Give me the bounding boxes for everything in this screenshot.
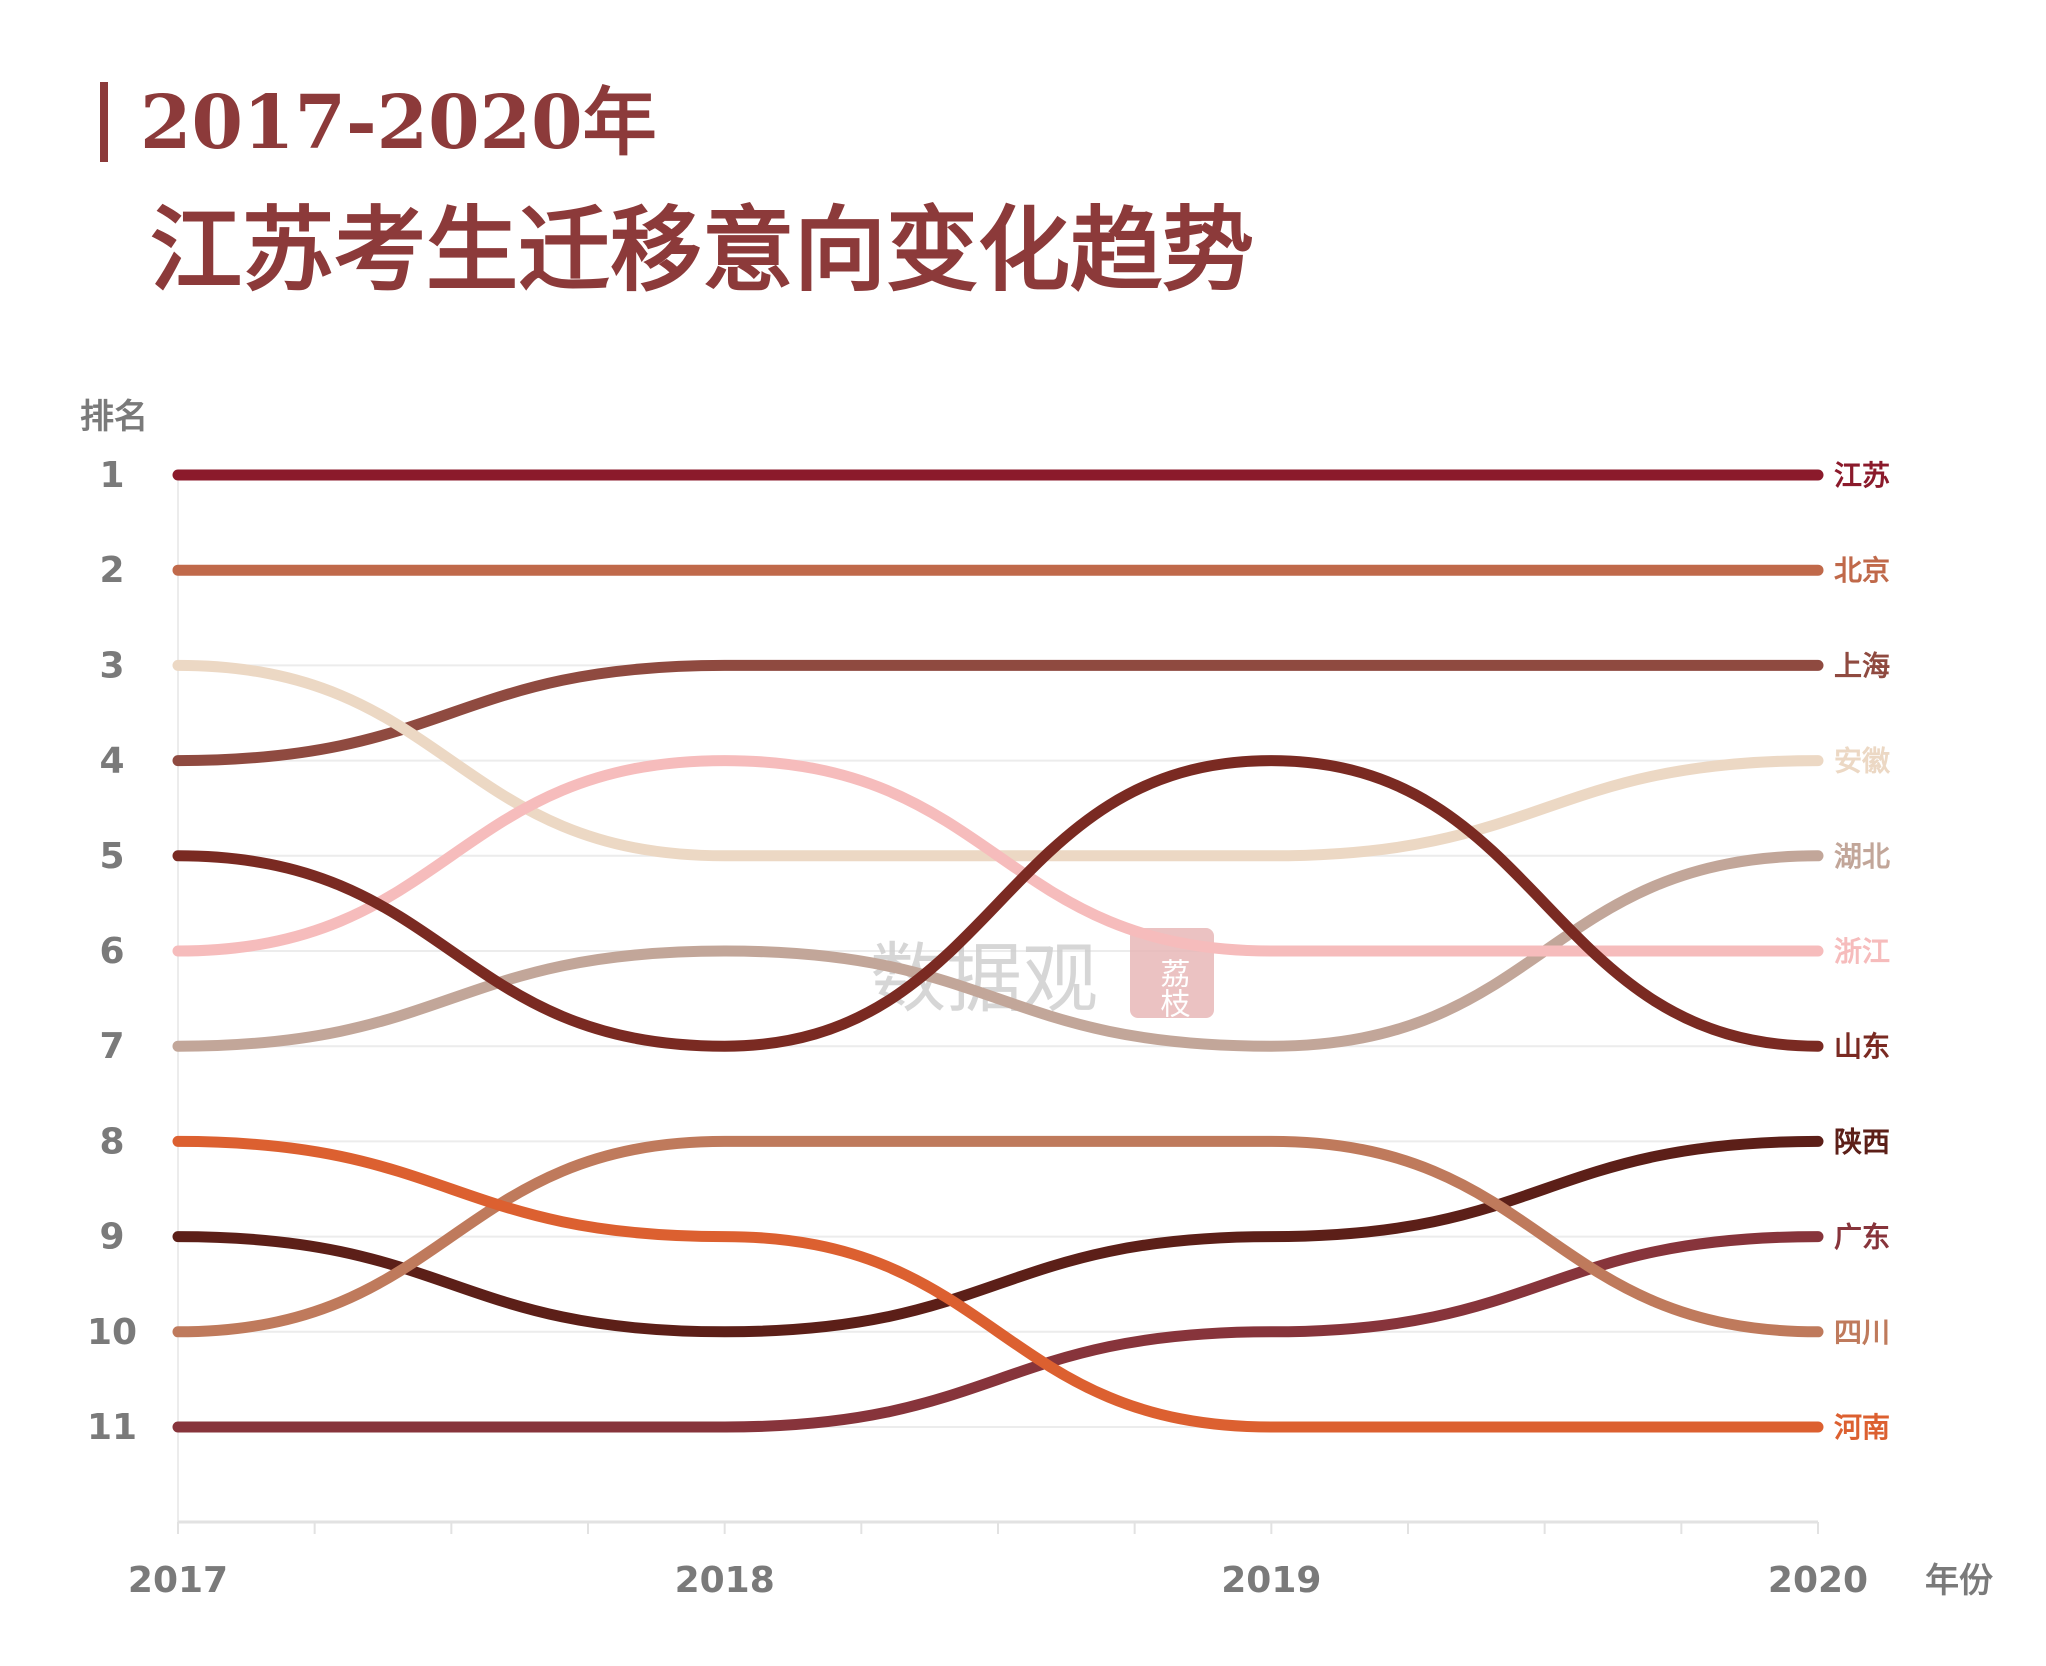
watermark-badge-text: 荔枝 <box>1155 958 1191 1018</box>
series-end-label: 陕西 <box>1834 1125 1890 1158</box>
y-tick-label: 1 <box>99 455 124 496</box>
series-line <box>172 659 1824 862</box>
x-tick-label: 2019 <box>1221 1560 1321 1601</box>
watermark-badge-box <box>1130 928 1214 1018</box>
series-line <box>172 1231 1824 1433</box>
series-end-label: 湖北 <box>1834 840 1890 873</box>
series-end-label: 江苏 <box>1834 459 1890 492</box>
x-axis-title: 年份 <box>1925 1561 1993 1601</box>
x-tick-label: 2018 <box>675 1560 775 1601</box>
y-tick-label: 9 <box>99 1217 124 1258</box>
series-end-label: 河南 <box>1834 1411 1890 1444</box>
y-tick-label: 11 <box>87 1407 137 1448</box>
series-line <box>172 1135 1824 1433</box>
series-end-label: 四川 <box>1834 1316 1890 1349</box>
y-tick-label: 3 <box>99 645 124 686</box>
chart-subtitle: 江苏考生迁移意向变化趋势 <box>150 196 1254 304</box>
series-end-label: 浙江 <box>1834 935 1890 968</box>
x-tick-label: 2020 <box>1768 1560 1868 1601</box>
series-line <box>172 755 1824 1052</box>
series-end-label: 广东 <box>1834 1221 1890 1254</box>
y-tick-label: 8 <box>99 1121 124 1162</box>
series-lines <box>172 469 1824 1433</box>
series-end-label: 上海 <box>1834 649 1890 682</box>
y-axis-title: 排名 <box>80 397 148 437</box>
y-tick-label: 6 <box>99 931 124 972</box>
series-line <box>172 1135 1824 1338</box>
title-accent-bar <box>100 82 108 162</box>
y-tick-label: 5 <box>99 836 124 877</box>
series-line <box>172 1135 1824 1338</box>
chart-title: 2017-2020年 <box>140 80 657 166</box>
y-tick-label: 7 <box>99 1026 124 1067</box>
x-axis <box>177 1520 1819 1534</box>
watermark: 数据观 荔枝 <box>870 928 1214 1023</box>
series-end-label: 安徽 <box>1834 745 1891 778</box>
series-line <box>172 850 1824 1052</box>
y-tick-label: 4 <box>99 741 124 782</box>
y-tick-labels: 1 2 3 4 5 6 7 8 9 10 11 <box>87 455 137 1448</box>
y-tick-label: 10 <box>87 1312 137 1353</box>
series-line <box>172 659 1824 767</box>
series-end-label: 北京 <box>1834 554 1890 587</box>
x-tick-labels: 2017 2018 2019 2020 <box>128 1560 1868 1601</box>
watermark-text: 数据观 <box>870 934 1098 1023</box>
x-tick-label: 2017 <box>128 1560 228 1601</box>
y-tick-label: 2 <box>99 550 124 591</box>
series-line <box>172 755 1824 957</box>
series-end-label: 山东 <box>1834 1030 1890 1063</box>
